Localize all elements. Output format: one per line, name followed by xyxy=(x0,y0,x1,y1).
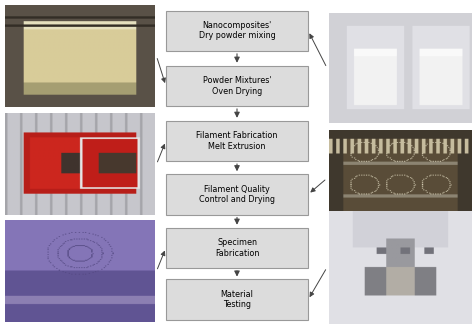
Text: Material
Testing: Material Testing xyxy=(220,290,254,309)
FancyBboxPatch shape xyxy=(166,227,308,268)
Text: Specimen
Fabrication: Specimen Fabrication xyxy=(215,238,259,258)
FancyBboxPatch shape xyxy=(166,121,308,161)
FancyBboxPatch shape xyxy=(166,10,308,51)
FancyBboxPatch shape xyxy=(166,279,308,320)
Text: Nanocomposites'
Dry powder mixing: Nanocomposites' Dry powder mixing xyxy=(199,21,275,40)
FancyBboxPatch shape xyxy=(166,66,308,106)
Text: Filament Quality
Control and Drying: Filament Quality Control and Drying xyxy=(199,185,275,204)
Text: Powder Mixtures'
Oven Drying: Powder Mixtures' Oven Drying xyxy=(203,76,271,96)
Text: Filament Fabrication
Melt Extrusion: Filament Fabrication Melt Extrusion xyxy=(196,131,278,151)
FancyBboxPatch shape xyxy=(166,174,308,214)
